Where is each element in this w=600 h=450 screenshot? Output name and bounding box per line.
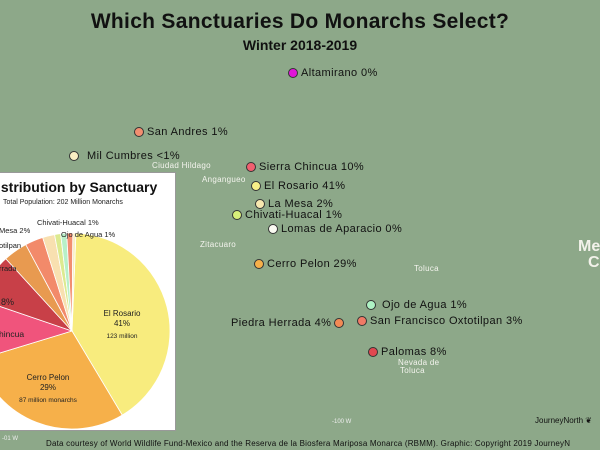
site-marker-icon [251,181,261,191]
site-marker-icon [366,300,376,310]
site-marker-icon [134,127,144,137]
distribution-pie-chart [0,232,171,430]
site-la-mesa[interactable]: La Mesa 2% [255,198,333,210]
pie-label-cerro-pelon-count: 87 million monarchs [19,397,77,404]
pie-slice-mil-cumbres [71,232,77,332]
site-label: La Mesa 2% [268,198,334,210]
site-label: Ojo de Agua 1% [382,299,468,311]
site-label: San Francisco Oxtotilpan 3% [370,315,523,327]
site-marker-icon [255,199,265,209]
region-label-mexico: Me [578,238,600,255]
pie-label-sierra-chincua: hincua [0,329,25,339]
town-zitacuaro: Zitacuaro [200,240,237,249]
site-marker-icon [334,318,345,328]
pie-label-el-rosario-count: 123 million [106,333,138,340]
pie-label-cerro-pelon-name: Cerro Pelon [26,373,70,382]
pie-label-el-rosario: El Rosario 41% 123 million [97,309,147,341]
pie-label-cerro-pelon-pct: 29% [39,383,56,392]
site-marker-icon [268,224,278,234]
pie-slice-el-rosario [71,232,171,416]
pie-slice-sierra-chincua [0,305,74,354]
brand-text: JourneyNorth [535,416,584,425]
pie-label-piedra-herrada: rrada [0,264,17,273]
inset-subtitle: Total Population: 202 Million Monarchs [3,199,123,206]
site-sierra-chincua[interactable]: Sierra Chincua 10% [246,161,364,173]
coord-label-left: -01 W [2,436,19,442]
butterfly-icon: ❦ [585,416,592,425]
pie-label-oxtotilpan: otilpan [0,241,22,250]
site-label: Palomas 8% [381,346,447,358]
site-marker-icon [254,259,264,269]
site-cerro-pelon[interactable]: Cerro Pelon 29% [254,258,357,270]
map-title: Which Sanctuaries Do Monarchs Select? [90,10,510,33]
site-piedra-herrada[interactable]: Piedra Herrada 4% [231,317,345,329]
town-nevada: Nevada de [398,358,440,367]
site-altamirano[interactable]: Altamirano 0% [288,67,378,79]
site-label: Altamirano 0% [301,67,378,79]
pie-slice-cerro-pelon [0,330,123,430]
site-marker-icon [69,151,79,161]
brand-logo: JourneyNorth ❦ [535,416,592,425]
distribution-inset-panel: istribution by Sanctuary Total Populatio… [0,172,176,431]
inset-title: istribution by Sanctuary [0,179,158,195]
site-marker-icon [288,68,298,78]
pie-label-la-mesa: Mesa 2% [0,226,31,235]
site-el-rosario[interactable]: El Rosario 41% [251,180,345,192]
site-label: Mil Cumbres <1% [87,150,181,162]
pie-label-el-rosario-name: El Rosario [103,309,141,318]
site-label: San Andres 1% [147,126,229,138]
coord-label-bottom: -100 W [332,419,352,425]
site-san-francisco-oxtotilpan[interactable]: San Francisco Oxtotilpan 3% [357,315,523,327]
site-marker-icon [368,347,378,357]
site-label: El Rosario 41% [264,180,346,192]
pie-label-cerro-pelon: Cerro Pelon 29% 87 million monarchs [11,373,85,405]
town-angangueo: Angangueo [202,175,246,184]
site-ojo-de-agua[interactable]: Ojo de Agua 1% [366,299,467,311]
site-label: Chivati-Huacal 1% [245,209,343,221]
site-label: Cerro Pelon 29% [267,258,357,270]
site-chivati-huacal[interactable]: Chivati-Huacal 1% [232,209,342,221]
site-san-andres[interactable]: San Andres 1% [134,126,228,138]
site-lomas-de-aparacio[interactable]: Lomas de Aparacio 0% [268,223,402,235]
site-palomas[interactable]: Palomas 8% [368,346,447,358]
site-label: Piedra Herrada 4% [231,317,332,329]
town-ciudad-hidalgo: Ciudad Hildago [152,161,211,170]
town-toluca: Toluca [414,264,439,273]
site-label: Lomas de Aparacio 0% [281,223,403,235]
region-label-city: C [588,254,600,271]
pie-label-ojo-de-agua: Ojo de Agua 1% [61,230,116,239]
site-marker-icon [357,316,367,326]
pie-label-el-rosario-pct: 41% [113,319,130,328]
site-marker-icon [246,162,256,172]
map-subtitle: Winter 2018-2019 [242,37,358,53]
town-nevada-toluca: Toluca [400,366,425,375]
site-label: Sierra Chincua 10% [259,161,365,173]
pie-label-palomas: 8% [1,297,15,307]
pie-label-chivati-huacal: Chivati-Huacal 1% [37,218,99,227]
site-marker-icon [232,210,242,220]
data-credit-footer: Data courtesy of World Wildlife Fund-Mex… [46,439,571,448]
site-mil-cumbres[interactable]: Mil Cumbres <1% [69,150,180,162]
